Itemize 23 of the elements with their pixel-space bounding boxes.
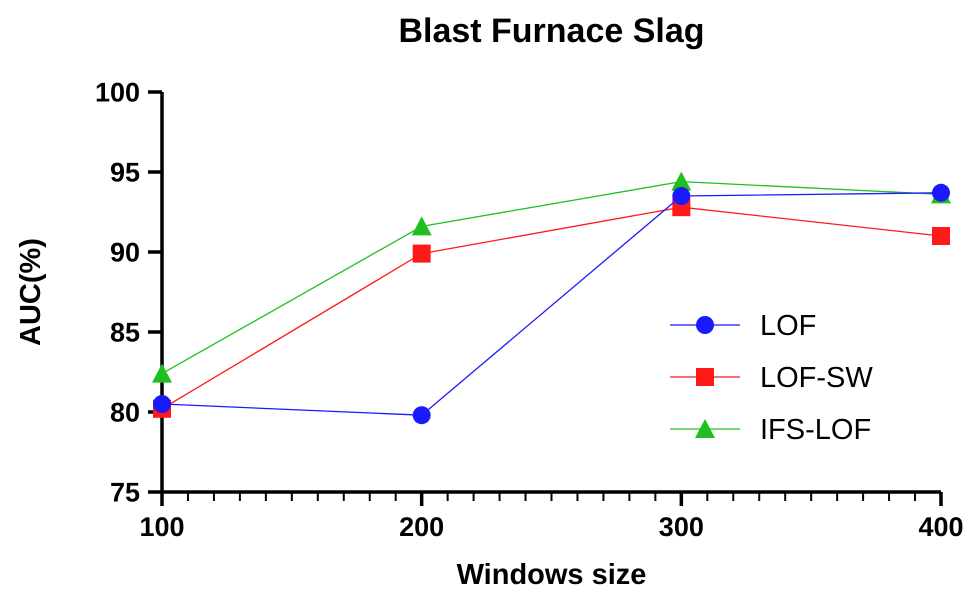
y-tick-label: 85 [110, 317, 140, 348]
point [152, 364, 172, 383]
x-tick-label: 300 [658, 512, 704, 542]
point [412, 406, 431, 424]
point [932, 227, 950, 245]
y-tick-label: 95 [110, 157, 140, 188]
y-tick-label: 75 [110, 477, 140, 508]
chart-title: Blast Furnace Slag [398, 12, 705, 50]
legend-label: IFS-LOF [760, 414, 872, 446]
point [412, 244, 431, 263]
legend-label: LOF [760, 310, 816, 342]
x-tick-label: 100 [139, 512, 185, 542]
x-axis-title: Windows size [456, 559, 646, 591]
point [672, 187, 690, 205]
legend-label: LOF-SW [760, 362, 874, 394]
y-tick-label: 80 [110, 397, 140, 428]
point [153, 395, 171, 413]
point [412, 216, 432, 236]
y-axis-title: AUC(%) [15, 238, 47, 346]
x-tick-label: 200 [399, 512, 444, 542]
x-tick-label: 400 [918, 512, 964, 542]
y-tick-label: 100 [94, 77, 140, 108]
y-tick-label: 90 [110, 237, 140, 268]
